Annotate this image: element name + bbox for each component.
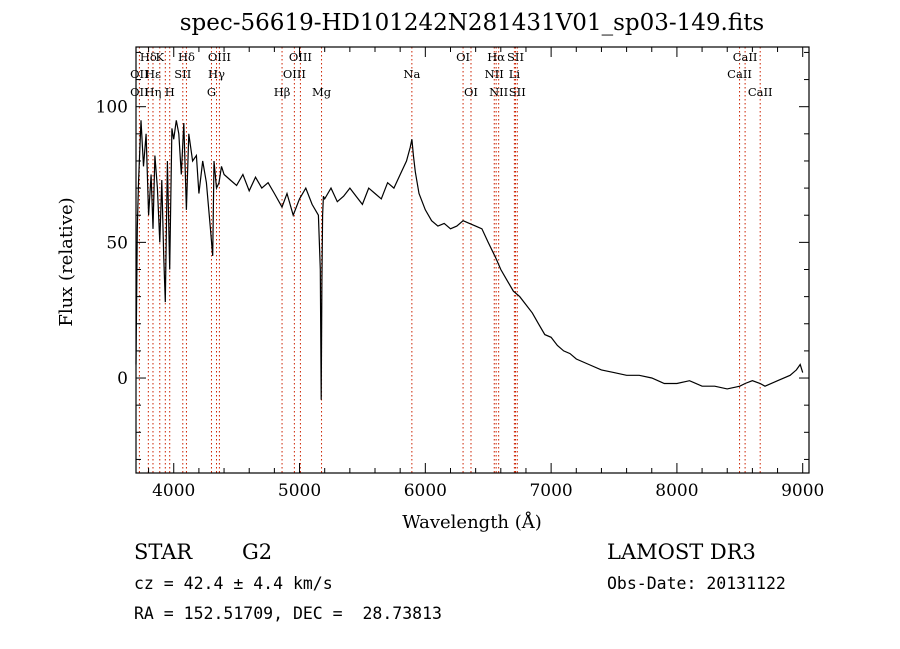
x-tick-label: 9000 [781,481,824,501]
line-label: Hδ [178,50,195,64]
spectral-class: STAR [134,540,193,564]
x-tick-label: 6000 [404,481,447,501]
redshift-velocity: cz = 42.4 ± 4.4 km/s [134,574,333,593]
line-label: SII [507,50,524,64]
line-label: Hβ [274,85,291,99]
line-label: Hη [145,85,162,99]
spectral-subclass: G2 [242,540,273,564]
line-label: OII [130,67,149,81]
line-markers [138,47,761,473]
line-label: Hδ [140,50,157,64]
line-label: Hγ [208,67,225,81]
line-label: SII [509,85,526,99]
chart-title: spec-56619-HD101242N281431V01_sp03-149.f… [180,10,765,36]
plot-frame [135,46,810,474]
y-axis-label: Flux (relative) [56,197,77,326]
line-label: CaII [733,50,758,64]
flux-series-line [135,120,804,400]
x-axis-label: Wavelength (Å) [402,511,542,533]
x-tick-label: 5000 [278,481,321,501]
line-label: OIII [283,67,306,81]
line-label: NII [489,85,508,99]
line-label: OI [456,50,470,64]
y-tick-label: 50 [106,233,128,253]
survey-name: LAMOST DR3 [607,540,756,564]
observation-date: Obs-Date: 20131122 [607,574,786,593]
line-label: SII [174,67,191,81]
line-label: H [165,85,175,99]
line-label: Hα [487,50,505,64]
x-tick-label: 4000 [152,481,195,501]
line-label: OII [130,85,149,99]
line-label: CaII [727,67,752,81]
line-label: NII [485,67,504,81]
axis-ticks: 4000 5000 6000 7000 8000 9000 0 50 100 [96,47,824,501]
line-label: Li [509,67,521,81]
line-label: OI [464,85,478,99]
line-label: K [155,50,164,64]
y-tick-label: 0 [117,369,128,389]
ra-dec-coordinates: RA = 152.51709, DEC = 28.73813 [134,604,442,623]
x-tick-label: 8000 [655,481,698,501]
line-label: Hε [145,67,161,81]
x-tick-label: 7000 [529,481,572,501]
line-label: CaII [748,85,773,99]
line-label: OIII [289,50,312,64]
line-label: G [207,85,216,99]
line-label: OIII [208,50,231,64]
y-tick-label: 100 [96,98,128,118]
line-label: Mg [312,85,332,99]
line-label: Na [403,67,420,81]
